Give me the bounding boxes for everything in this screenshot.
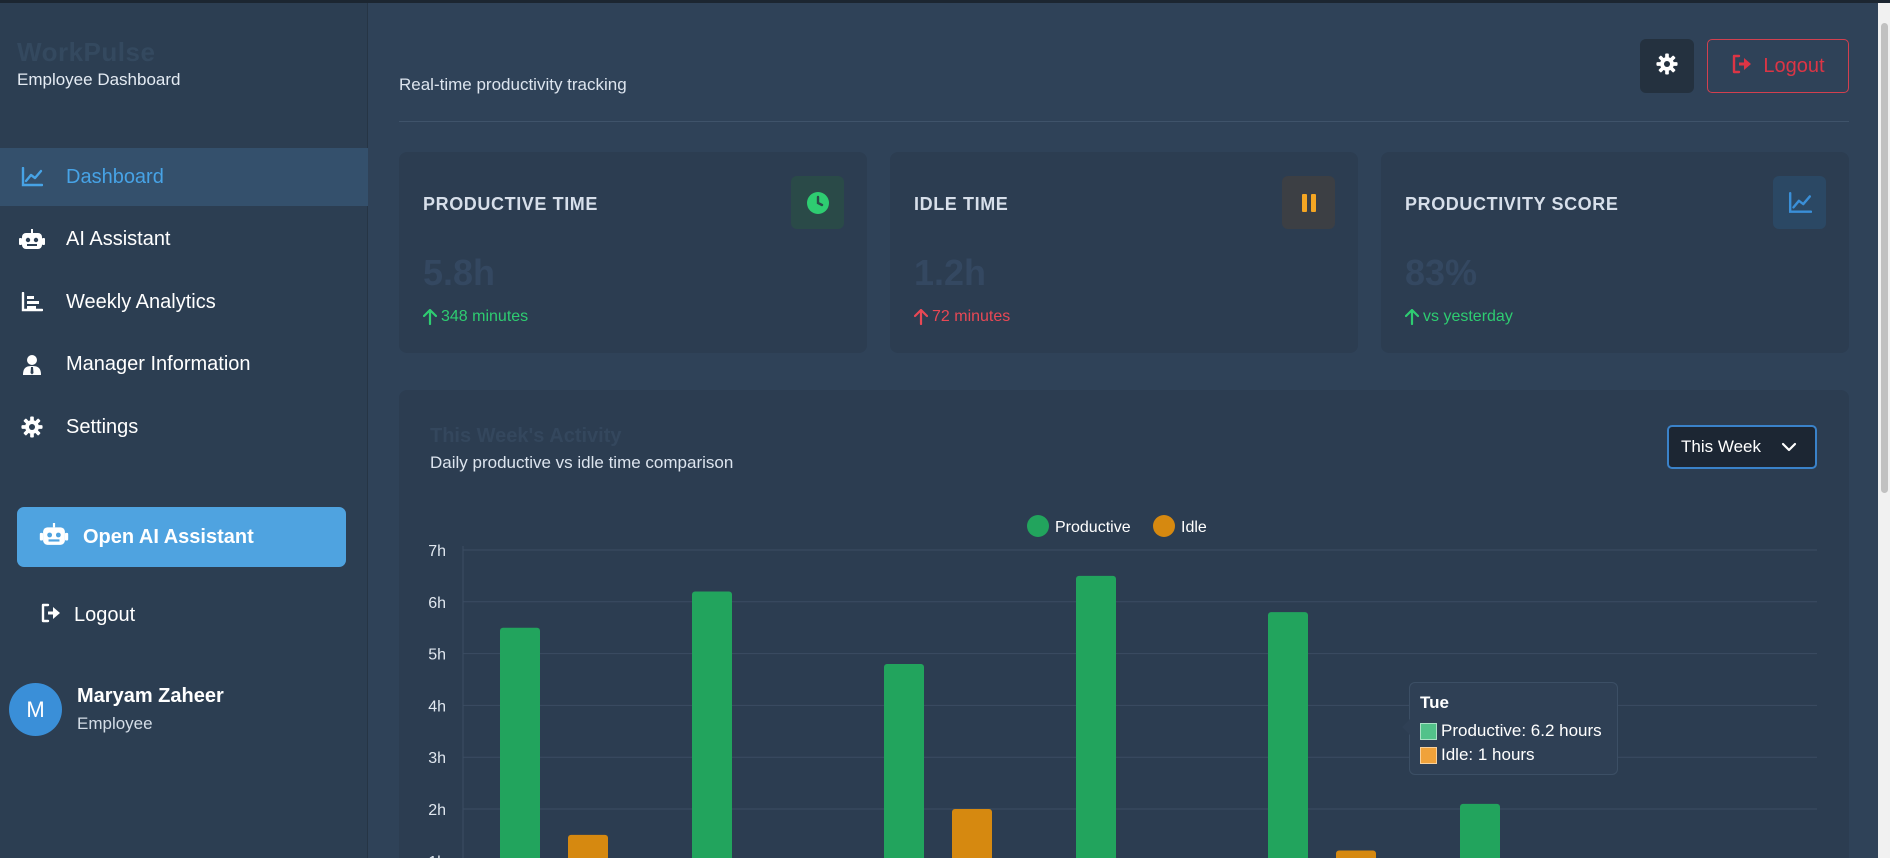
bar-productive[interactable] [1268, 612, 1308, 858]
card-delta-text: 348 minutes [441, 308, 529, 325]
productive-time-card: PRODUCTIVE TIME 5.8h 348 minutes [399, 152, 867, 353]
weekly-activity-card: This Week's Activity Daily productive vs… [399, 390, 1849, 858]
tooltip-row-idle: Idle: 1 hours [1420, 745, 1535, 765]
y-tick-label: 7h [428, 543, 446, 560]
chart-line-icon [19, 164, 45, 190]
robot-icon [39, 522, 69, 552]
sidebar-item-dashboard[interactable]: Dashboard [0, 148, 368, 206]
bar-productive[interactable] [500, 627, 540, 858]
sidebar-item-label: Settings [66, 415, 139, 438]
header-logout-button[interactable]: Logout [1707, 39, 1849, 93]
tooltip-row-productive: Productive: 6.2 hours [1420, 721, 1602, 741]
page-scrollbar[interactable] [1878, 3, 1890, 858]
chevron-down-icon [1781, 440, 1797, 458]
legend-label[interactable]: Idle [1181, 519, 1207, 536]
sidebar-item-weekly-analytics[interactable]: Weekly Analytics [0, 273, 368, 331]
arrow-up-icon [914, 309, 928, 325]
bar-productive[interactable] [1076, 575, 1116, 858]
tooltip-pointer [1402, 719, 1410, 735]
y-tick-label: 2h [428, 802, 446, 819]
card-delta: vs yesterday [1405, 308, 1513, 326]
idle-time-card: IDLE TIME 1.2h 72 minutes [890, 152, 1358, 353]
card-delta: 348 minutes [423, 308, 528, 326]
open-ai-assistant-label: Open AI Assistant [83, 525, 254, 548]
avatar: M [9, 683, 62, 736]
user-role: Employee [77, 714, 153, 733]
y-tick-label: 1h [428, 854, 446, 858]
range-select[interactable]: This Week [1667, 425, 1817, 469]
tooltip-swatch-idle [1420, 746, 1437, 764]
sidebar-item-manager-information[interactable]: Manager Information [0, 336, 368, 394]
window-top-edge [0, 0, 1890, 3]
activity-bar-chart: 1h 2h 3h 4h 5h 6h 7h Productive Idle [428, 515, 1817, 858]
card-value: 5.8h [423, 252, 496, 293]
card-delta-text: vs yesterday [1423, 308, 1513, 325]
header-divider [399, 121, 1849, 122]
sign-out-icon [40, 603, 62, 628]
clock-icon [791, 176, 844, 229]
sidebar: WorkPulse Employee Dashboard Dashboard A… [0, 3, 368, 858]
sidebar-item-label: Weekly Analytics [66, 290, 216, 313]
sidebar-nav: Dashboard AI Assistant Weekly Analytics … [0, 148, 368, 461]
chart-title: This Week's Activity [430, 425, 622, 447]
brand-name: WorkPulse [17, 37, 156, 67]
trend-line-icon [1773, 176, 1826, 229]
bar-idle[interactable] [1336, 850, 1376, 858]
sidebar-item-ai-assistant[interactable]: AI Assistant [0, 211, 368, 269]
tooltip-title: Tue [1420, 693, 1449, 712]
tooltip-row-text: Idle: 1 hours [1441, 745, 1535, 764]
tooltip-swatch-productive [1420, 722, 1437, 740]
card-delta-text: 72 minutes [932, 308, 1011, 325]
header-logout-label: Logout [1763, 54, 1825, 77]
y-tick-label: 6h [428, 595, 446, 612]
legend-swatch [1027, 515, 1049, 537]
user-tie-icon [19, 352, 45, 378]
chart-tooltip: Tue Productive: 6.2 hours Idle: 1 hours [1402, 682, 1618, 775]
bar-idle[interactable] [952, 809, 992, 858]
sidebar-item-label: Manager Information [66, 353, 251, 375]
settings-button[interactable] [1640, 39, 1694, 93]
card-delta: 72 minutes [914, 308, 1010, 326]
user-profile: M Maryam Zaheer Employee [9, 683, 224, 736]
open-ai-assistant-button[interactable]: Open AI Assistant [17, 507, 346, 567]
brand: WorkPulse Employee Dashboard [17, 37, 180, 90]
arrow-up-icon [423, 309, 437, 325]
productivity-score-card: PRODUCTIVITY SCORE 83% vs yesterday [1381, 152, 1849, 353]
arrow-up-icon [1405, 309, 1419, 325]
page-subtitle: Real-time productivity tracking [399, 75, 627, 94]
scrollbar-thumb[interactable] [1881, 23, 1888, 493]
user-name: Maryam Zaheer [77, 685, 224, 707]
user-info: Maryam Zaheer Employee [77, 685, 224, 734]
card-value: 1.2h [914, 252, 987, 293]
legend-label[interactable]: Productive [1055, 519, 1131, 536]
card-title: PRODUCTIVITY SCORE [1405, 194, 1619, 214]
tooltip-row-text: Productive: 6.2 hours [1441, 721, 1602, 740]
sidebar-item-label: AI Assistant [66, 228, 171, 250]
gear-icon [19, 414, 45, 440]
gear-icon [1656, 52, 1678, 80]
legend-swatch [1153, 515, 1175, 537]
card-value: 83% [1405, 252, 1478, 293]
y-tick-label: 3h [428, 750, 446, 767]
card-title: IDLE TIME [914, 194, 1009, 214]
sign-out-icon [1731, 54, 1753, 79]
bar-idle[interactable] [568, 834, 608, 858]
sidebar-item-settings[interactable]: Settings [0, 398, 368, 456]
chart-subtitle: Daily productive vs idle time comparison [430, 453, 734, 472]
bar-productive[interactable] [692, 591, 732, 858]
pause-icon [1282, 176, 1335, 229]
y-tick-label: 4h [428, 698, 446, 715]
bar-productive[interactable] [884, 663, 924, 858]
y-tick-label: 5h [428, 647, 446, 664]
robot-icon [19, 227, 45, 253]
sidebar-logout-label: Logout [74, 604, 136, 626]
sidebar-logout-button[interactable]: Logout [40, 603, 135, 628]
range-select-value: This Week [1681, 437, 1761, 456]
main-content: Real-time productivity tracking Logout P… [369, 3, 1878, 858]
card-title: PRODUCTIVE TIME [423, 194, 599, 214]
brand-subtitle: Employee Dashboard [17, 70, 181, 89]
bar-productive[interactable] [1460, 803, 1500, 858]
sidebar-item-label: Dashboard [66, 165, 164, 188]
bar-chart-icon [19, 289, 45, 315]
